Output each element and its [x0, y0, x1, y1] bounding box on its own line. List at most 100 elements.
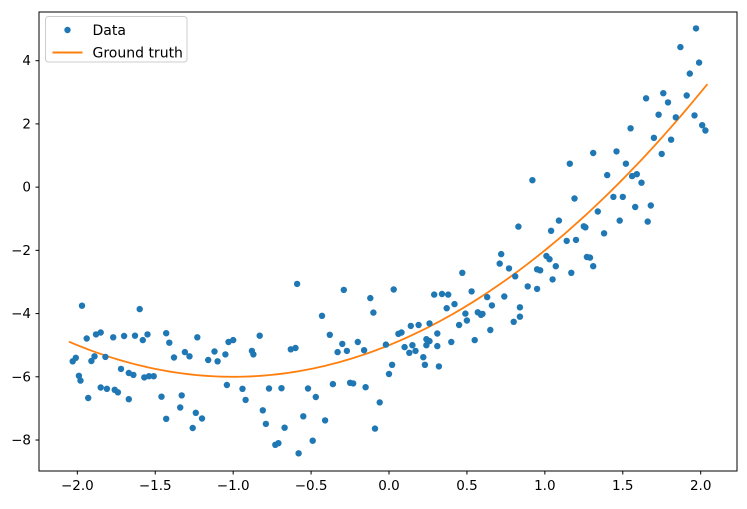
data-point [412, 347, 419, 355]
x-tick-label: 0.5 [456, 478, 477, 494]
data-point [223, 381, 231, 389]
data-point [367, 294, 374, 302]
data-point [619, 193, 626, 201]
data-point [262, 420, 270, 428]
data-point [145, 373, 153, 380]
data-point [181, 348, 189, 356]
data-point [406, 349, 413, 356]
data-point [304, 385, 312, 392]
data-point [566, 160, 573, 167]
data-point [459, 269, 466, 276]
data-point [85, 394, 92, 402]
x-tick-label: 0.0 [378, 478, 399, 494]
data-point [686, 70, 693, 77]
data-point [445, 291, 452, 298]
data-point [326, 331, 333, 338]
x-tick-label: −1.0 [217, 478, 250, 494]
data-point [677, 43, 684, 51]
y-axis-ticks: 4 2 0 −2 −4 −6 −8 [11, 53, 39, 449]
data-point [177, 404, 184, 411]
data-point [192, 409, 199, 416]
data-point [642, 95, 650, 102]
data-point [130, 371, 137, 379]
data-point [239, 385, 246, 392]
data-point [158, 393, 165, 400]
data-point [434, 330, 441, 337]
data-point [256, 332, 263, 339]
y-tick-label: −4 [11, 306, 31, 322]
x-tick-label: 1.5 [612, 478, 633, 494]
data-point [350, 380, 357, 387]
data-point [510, 318, 517, 325]
axes-spines [38, 11, 738, 472]
data-point [362, 384, 369, 391]
data-point [144, 331, 151, 338]
data-point [590, 263, 597, 270]
data-point [72, 354, 80, 361]
data-point [385, 370, 393, 378]
data-point [139, 336, 146, 344]
data-point [498, 250, 505, 258]
legend-marker-dot [64, 26, 71, 34]
data-point [120, 332, 128, 340]
data-point [443, 305, 450, 312]
data-point [644, 218, 651, 225]
x-tick-label: −1.5 [139, 478, 172, 494]
data-point [691, 112, 698, 119]
data-point [275, 440, 282, 447]
data-point [505, 265, 513, 272]
data-point [407, 322, 414, 330]
data-point [516, 304, 524, 311]
data-point [166, 339, 173, 346]
data-point [370, 309, 377, 316]
data-point [293, 280, 301, 288]
legend-box [45, 16, 188, 63]
data-point [102, 353, 109, 361]
data-point [278, 385, 285, 392]
data-point [572, 236, 580, 244]
data-point [390, 286, 397, 293]
data-point [471, 336, 478, 344]
data-point [117, 365, 125, 373]
data-point [594, 208, 601, 215]
data-point [371, 425, 379, 432]
data-point [83, 335, 90, 342]
data-point [170, 354, 178, 361]
data-point [568, 269, 575, 276]
data-point [616, 217, 623, 224]
data-point [638, 179, 645, 186]
data-point [388, 361, 396, 368]
data-point [222, 351, 229, 358]
data-point [312, 393, 319, 401]
data-point [549, 276, 556, 283]
data-point [78, 302, 86, 309]
data-point [329, 380, 337, 388]
data-point [415, 321, 422, 329]
y-tick-label: 4 [22, 53, 31, 69]
data-point [343, 347, 351, 355]
data-point [131, 332, 139, 339]
data-point [189, 424, 196, 432]
data-point [426, 337, 433, 345]
data-point [242, 396, 249, 404]
data-point [340, 286, 347, 294]
y-tick-label: −6 [11, 369, 31, 385]
data-point [571, 195, 578, 202]
data-point [382, 341, 390, 348]
data-point [426, 320, 433, 327]
data-point [650, 134, 658, 141]
data-point [114, 389, 122, 396]
data-point [334, 348, 341, 356]
plot-border [38, 11, 738, 472]
data-point [590, 149, 597, 157]
data-point [515, 223, 522, 230]
data-point [512, 273, 519, 280]
data-point [163, 330, 170, 337]
legend: Data Ground truth [45, 16, 188, 63]
data-point [77, 377, 84, 384]
data-point [265, 385, 273, 392]
data-point [110, 334, 117, 341]
data-point [431, 291, 438, 298]
